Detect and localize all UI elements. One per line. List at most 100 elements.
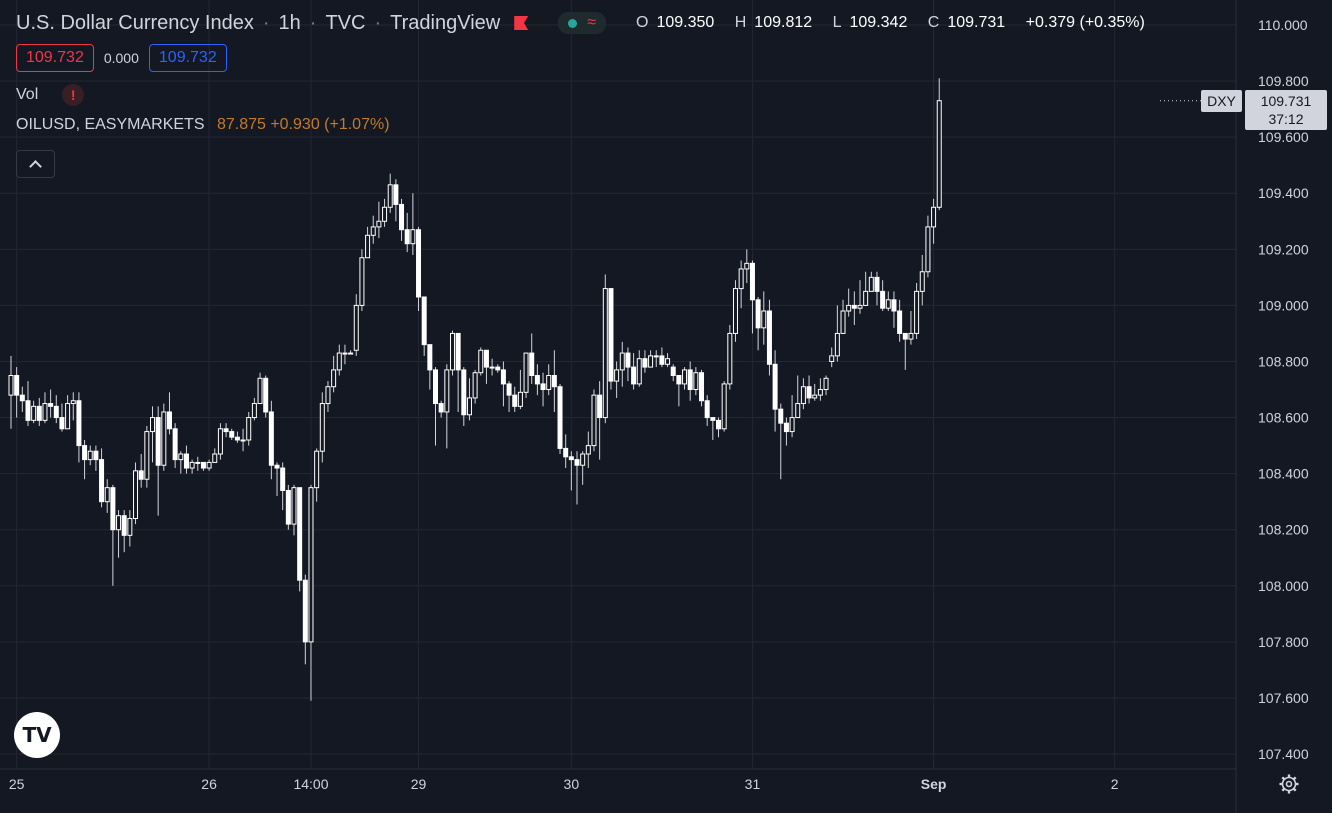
candle-body — [891, 299, 897, 312]
candle — [557, 383, 563, 455]
candle-body — [868, 276, 874, 292]
candle-body — [280, 467, 286, 491]
candle-body — [710, 417, 716, 421]
candle-body — [874, 276, 880, 292]
candle — [897, 299, 903, 342]
close-value: 109.731 — [947, 14, 1006, 31]
candle-body — [795, 403, 801, 419]
candle-body — [76, 400, 82, 447]
y-tick-label: 108.200 — [1258, 522, 1309, 538]
candle — [449, 330, 455, 376]
candle-body — [353, 304, 359, 351]
candle — [370, 215, 376, 244]
candle-body — [48, 403, 54, 407]
symbol-name[interactable]: U.S. Dollar Currency Index — [16, 11, 254, 34]
candle — [444, 364, 450, 449]
candle-body — [387, 184, 393, 208]
y-tick-label: 108.000 — [1258, 578, 1309, 594]
candle-body — [342, 352, 348, 355]
candle — [251, 397, 257, 421]
candle — [512, 386, 518, 412]
x-tick-label: 30 — [564, 776, 580, 792]
candle-body — [783, 422, 789, 433]
collapse-legend-button[interactable] — [16, 150, 55, 178]
gear-icon[interactable] — [1278, 773, 1300, 795]
candle-body — [189, 461, 195, 469]
candle — [523, 352, 529, 398]
candle — [466, 378, 472, 421]
candle — [529, 333, 535, 384]
candle-body — [161, 411, 167, 466]
candle-body — [116, 515, 122, 531]
candle-body — [897, 310, 903, 334]
candle-body — [574, 459, 580, 466]
flag-icon[interactable] — [514, 16, 528, 30]
candle — [563, 434, 569, 469]
candle-body — [212, 453, 218, 463]
candle-body — [257, 377, 263, 405]
compare-symbol-name: OILUSD, EASYMARKETS — [16, 116, 205, 133]
candle-body — [551, 375, 557, 388]
candle-body — [70, 400, 76, 405]
x-tick-label: Sep — [921, 776, 947, 792]
candle — [682, 367, 688, 390]
candle — [263, 375, 269, 418]
candle — [772, 350, 778, 432]
candle — [36, 397, 42, 426]
candle — [138, 454, 144, 488]
candle — [48, 389, 54, 418]
candle-body — [217, 428, 223, 455]
candle — [212, 448, 218, 463]
candle-body — [370, 226, 376, 236]
candle — [648, 350, 654, 368]
warning-icon[interactable]: ! — [62, 84, 85, 106]
candle — [353, 294, 359, 356]
candle-body — [834, 332, 840, 357]
market-status-pill[interactable]: ≈ — [558, 12, 606, 34]
candle — [8, 355, 14, 429]
candle — [42, 392, 48, 424]
candle — [619, 341, 625, 387]
candle-body — [178, 453, 184, 461]
candle-body — [749, 262, 755, 301]
candle-body — [908, 332, 914, 340]
candle-body — [846, 304, 852, 312]
candle — [342, 344, 348, 365]
candle — [631, 353, 637, 390]
candle — [738, 260, 744, 309]
compare-symbol-row[interactable]: OILUSD, EASYMARKETS 87.875 +0.930 (+1.07… — [16, 116, 1153, 134]
candle — [308, 484, 314, 701]
candle — [285, 484, 291, 530]
high-label: H — [734, 14, 747, 31]
candle-body — [665, 358, 671, 365]
candle — [834, 305, 840, 362]
compare-symbol-value: 87.875 +0.930 (+1.07%) — [216, 116, 390, 133]
interval-label[interactable]: 1h — [278, 11, 301, 34]
candle — [880, 280, 886, 312]
candle — [223, 423, 229, 438]
candle — [382, 198, 388, 227]
close-label: C — [927, 14, 940, 31]
candle — [795, 375, 801, 419]
candle-body — [676, 375, 682, 385]
candle-body — [659, 355, 665, 365]
candle-body — [512, 394, 518, 407]
bar-countdown: 37:12 — [1268, 111, 1304, 127]
buy-price-button[interactable]: 109.732 — [148, 44, 227, 72]
candle-body — [812, 394, 818, 399]
candle — [325, 381, 331, 412]
y-tick-label: 109.000 — [1258, 297, 1309, 313]
sell-price-button[interactable]: 109.732 — [16, 44, 94, 72]
ohlc-values: O 109.350 H 109.812 L 109.342 C 109.731 +0.3… — [636, 14, 1153, 32]
candle — [200, 461, 206, 471]
symbol-title[interactable]: U.S. Dollar Currency Index · 1h · TVC · Tradin… — [16, 11, 501, 34]
candle-body — [104, 487, 110, 503]
candle-body — [534, 375, 540, 385]
candle-body — [914, 290, 920, 334]
tradingview-logo[interactable]: TV — [14, 712, 60, 758]
candle — [540, 372, 546, 407]
candle — [144, 425, 150, 488]
volume-indicator-label[interactable]: Vol — [16, 86, 39, 103]
candle-body — [732, 288, 738, 334]
